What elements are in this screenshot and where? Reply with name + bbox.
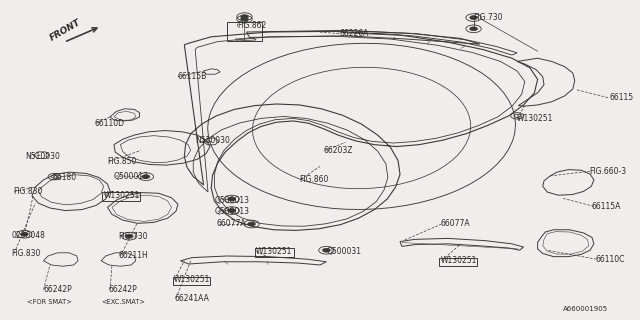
Text: W130251: W130251: [104, 191, 140, 200]
Circle shape: [125, 234, 133, 238]
Text: 66077A: 66077A: [440, 220, 470, 228]
Text: 66110C: 66110C: [595, 255, 625, 264]
Text: Q500031: Q500031: [326, 247, 362, 256]
Text: N510030: N510030: [26, 152, 60, 161]
Text: 66211H: 66211H: [118, 252, 148, 260]
Text: W130251: W130251: [174, 276, 211, 284]
Text: N510030: N510030: [195, 136, 230, 145]
Bar: [102, 192, 140, 201]
Text: 66242P: 66242P: [109, 285, 138, 294]
Text: 66242P: 66242P: [44, 285, 72, 294]
Text: 66180: 66180: [52, 173, 77, 182]
Text: FIG.660-3: FIG.660-3: [589, 167, 626, 176]
Text: 66226A: 66226A: [339, 29, 369, 38]
Circle shape: [323, 248, 330, 252]
Text: 66241AA: 66241AA: [174, 294, 209, 303]
Circle shape: [142, 175, 150, 179]
Text: FIG.862: FIG.862: [237, 21, 266, 30]
Text: FRONT: FRONT: [48, 18, 82, 43]
Circle shape: [470, 27, 477, 31]
Text: W130251: W130251: [440, 256, 477, 265]
Text: FIG.730: FIG.730: [474, 13, 503, 22]
Bar: [255, 248, 294, 257]
Text: 66115: 66115: [609, 93, 634, 102]
Text: 66203Z: 66203Z: [323, 146, 353, 155]
Circle shape: [20, 232, 28, 236]
Text: A660001905: A660001905: [563, 306, 609, 312]
Text: FIG.830: FIG.830: [12, 249, 41, 258]
Circle shape: [228, 209, 236, 212]
Circle shape: [248, 222, 255, 226]
Circle shape: [228, 197, 236, 201]
Text: Q500013: Q500013: [114, 172, 149, 180]
Text: 0230048: 0230048: [12, 231, 45, 240]
Bar: [439, 258, 477, 266]
Text: W130251: W130251: [517, 114, 554, 123]
Text: Q500013: Q500013: [214, 196, 250, 204]
Text: <FOR SMAT>: <FOR SMAT>: [27, 300, 72, 305]
Text: 66115B: 66115B: [178, 72, 207, 81]
Bar: [173, 277, 210, 285]
Text: 66110D: 66110D: [95, 119, 125, 128]
Text: W130251: W130251: [256, 247, 292, 256]
Circle shape: [470, 16, 477, 20]
Text: FIG.850: FIG.850: [108, 157, 137, 166]
Bar: [227, 22, 262, 41]
Text: FIG.830: FIG.830: [13, 188, 42, 196]
Circle shape: [241, 15, 248, 19]
Text: <EXC.SMAT>: <EXC.SMAT>: [101, 300, 145, 305]
Text: 66115A: 66115A: [592, 202, 621, 211]
Circle shape: [241, 17, 248, 21]
Text: FIG.860: FIG.860: [300, 175, 329, 184]
Text: 66077A: 66077A: [216, 220, 246, 228]
Text: Q500013: Q500013: [214, 207, 250, 216]
Text: FIG.730: FIG.730: [118, 232, 148, 241]
